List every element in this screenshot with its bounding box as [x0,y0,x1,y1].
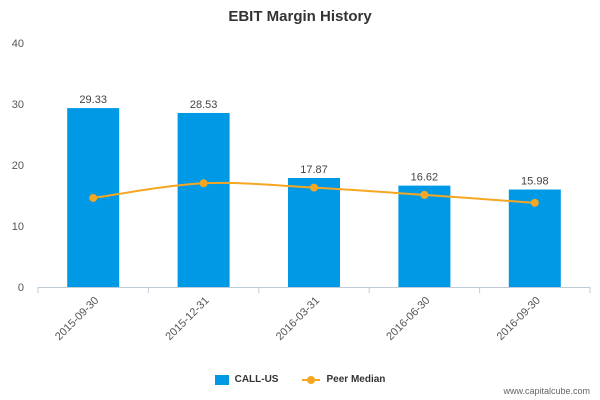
peer-median-point[interactable] [420,190,429,199]
bar[interactable] [398,185,451,287]
x-tick-label: 2015-12-31 [163,295,211,343]
peer-median-point[interactable] [89,193,98,202]
chart-legend: CALL-US Peer Median [0,374,600,385]
bar[interactable] [177,112,230,287]
peer-median-point[interactable] [310,183,318,192]
bar[interactable] [288,177,340,287]
legend-item-line[interactable]: Peer Median [302,374,385,385]
y-tick-label: 10 [12,221,24,233]
x-tick-label: 2016-09-30 [495,295,543,343]
legend-line-swatch [302,375,321,385]
source-credit: www.capitalcube.com [503,386,590,396]
y-tick-label: 0 [18,282,24,294]
bar-data-label: 15.98 [521,176,549,188]
legend-bar-swatch [214,374,229,385]
peer-median-point[interactable] [530,198,539,207]
peer-median-point[interactable] [199,179,208,188]
y-tick-label: 40 [12,38,24,50]
legend-item-bar[interactable]: CALL-US [214,374,279,385]
bar-data-label: 28.53 [190,99,218,111]
x-tick-label: 2016-03-31 [274,295,322,343]
y-tick-label: 30 [12,99,24,111]
chart-title: EBIT Margin History [228,8,372,25]
legend-label-line: Peer Median [326,374,386,385]
legend-label-bar: CALL-US [234,374,279,385]
y-tick-label: 20 [12,160,24,172]
bar-data-label: 17.87 [300,164,328,176]
bar-data-label: 29.33 [79,94,107,106]
x-tick-label: 2016-06-30 [384,295,432,343]
x-tick-label: 2015-09-30 [53,295,101,343]
bar-data-label: 16.62 [411,172,439,184]
